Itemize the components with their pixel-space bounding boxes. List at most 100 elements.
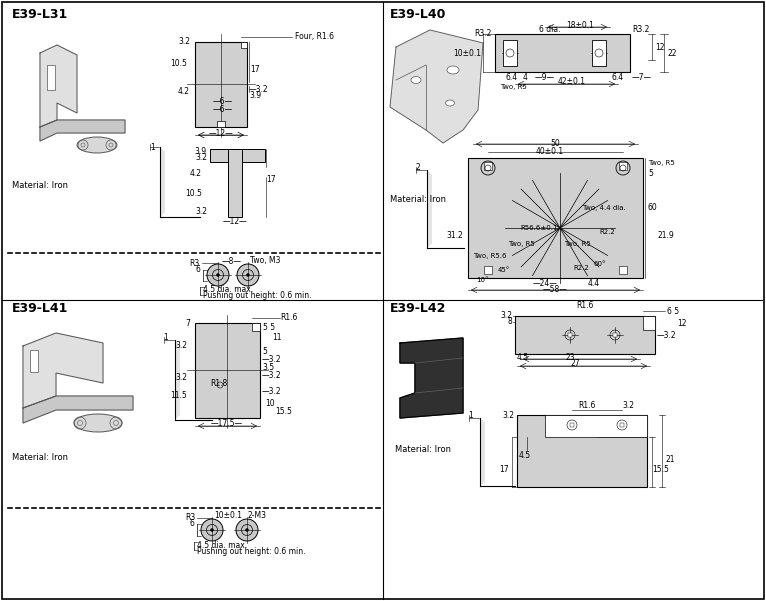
Bar — [570, 423, 574, 427]
Text: 4.5 dia. max.: 4.5 dia. max. — [197, 540, 247, 549]
Polygon shape — [23, 396, 133, 423]
Text: —12—: —12— — [208, 129, 234, 138]
Text: 7: 7 — [185, 319, 190, 328]
Text: 10.5: 10.5 — [185, 189, 202, 198]
Text: Two, R5: Two, R5 — [565, 242, 591, 248]
Text: Material: Iron: Material: Iron — [390, 195, 446, 204]
Bar — [619, 162, 627, 170]
Circle shape — [237, 264, 259, 286]
Text: 6: 6 — [189, 519, 194, 528]
Ellipse shape — [446, 100, 454, 106]
Text: 1: 1 — [163, 334, 168, 343]
Text: 5: 5 — [262, 347, 267, 356]
Text: —58—: —58— — [542, 285, 568, 294]
Text: 3.2: 3.2 — [500, 311, 512, 320]
Bar — [568, 333, 572, 337]
Bar — [517, 415, 647, 487]
Text: 40±0.1: 40±0.1 — [536, 147, 564, 156]
Text: 3.2: 3.2 — [175, 373, 187, 382]
Text: —3.2: —3.2 — [657, 332, 676, 341]
Text: R3.2: R3.2 — [475, 29, 492, 38]
Text: 17: 17 — [250, 66, 260, 75]
Bar — [597, 415, 647, 437]
Text: Two, R5: Two, R5 — [508, 242, 535, 248]
Text: 22: 22 — [668, 49, 677, 58]
Text: Two, 4.4 dia.: Two, 4.4 dia. — [581, 206, 626, 212]
Text: —8—: —8— — [222, 257, 242, 266]
Text: 10°: 10° — [476, 277, 489, 283]
Text: E39-L31: E39-L31 — [12, 7, 68, 20]
Text: E39-L42: E39-L42 — [390, 302, 447, 314]
Text: R1.6: R1.6 — [280, 314, 298, 323]
Text: 18±0.1: 18±0.1 — [566, 20, 594, 29]
Circle shape — [247, 273, 250, 276]
Text: —3.2: —3.2 — [262, 386, 282, 395]
Text: 3.2: 3.2 — [622, 400, 634, 409]
Text: 3.9: 3.9 — [249, 91, 261, 100]
Text: R1.6: R1.6 — [576, 302, 594, 311]
Circle shape — [217, 273, 220, 276]
Polygon shape — [23, 333, 103, 408]
Bar — [241, 42, 247, 48]
Text: 6: 6 — [195, 266, 200, 275]
Text: 6.4: 6.4 — [612, 73, 624, 82]
Text: 4: 4 — [523, 73, 528, 82]
Polygon shape — [390, 30, 483, 143]
Text: —7—: —7— — [632, 73, 652, 82]
Bar — [228, 149, 242, 217]
Ellipse shape — [411, 76, 421, 84]
Text: 4.5: 4.5 — [519, 451, 531, 460]
Text: 50: 50 — [550, 139, 560, 148]
Text: 12: 12 — [655, 43, 664, 52]
Text: R1.8: R1.8 — [210, 379, 228, 388]
Bar — [195, 323, 260, 418]
Bar — [468, 158, 643, 278]
Text: 3.2: 3.2 — [195, 153, 207, 162]
Circle shape — [207, 264, 229, 286]
Text: —6—: —6— — [213, 97, 233, 106]
Text: 3.2: 3.2 — [195, 207, 207, 216]
Text: —3.2: —3.2 — [262, 370, 282, 379]
Text: Pushing out height: 0.6 min.: Pushing out height: 0.6 min. — [197, 546, 306, 555]
Text: 6.4: 6.4 — [505, 73, 517, 82]
Polygon shape — [40, 45, 77, 127]
Text: 15.5: 15.5 — [275, 406, 292, 415]
Text: 31.2: 31.2 — [447, 231, 463, 240]
Bar — [613, 333, 617, 337]
Text: 5: 5 — [648, 168, 653, 177]
Bar — [47, 65, 55, 90]
Text: —9—: —9— — [535, 73, 555, 82]
Bar — [619, 266, 627, 274]
Text: 60°: 60° — [594, 261, 607, 267]
Bar — [503, 40, 517, 66]
Text: 4.2: 4.2 — [190, 169, 202, 178]
Text: R2.2: R2.2 — [573, 266, 589, 272]
Text: 10±0.1: 10±0.1 — [453, 49, 481, 58]
Text: R3.2: R3.2 — [632, 25, 650, 34]
Text: —12—: —12— — [223, 216, 247, 225]
Text: 6 5: 6 5 — [667, 307, 679, 316]
Text: 2: 2 — [415, 163, 420, 172]
Text: 6 dia.: 6 dia. — [539, 25, 561, 34]
Text: Pushing out height: 0.6 min.: Pushing out height: 0.6 min. — [203, 291, 312, 300]
Text: 4.5 dia. max.: 4.5 dia. max. — [203, 285, 253, 294]
Text: 60: 60 — [648, 204, 658, 213]
Bar — [545, 415, 647, 437]
Ellipse shape — [77, 137, 117, 153]
Text: 23: 23 — [565, 353, 574, 361]
Text: 4.5: 4.5 — [517, 353, 529, 361]
Bar — [30, 350, 38, 372]
Text: R3: R3 — [185, 513, 195, 522]
Text: Material: Iron: Material: Iron — [395, 445, 451, 454]
Text: 3.2: 3.2 — [502, 410, 514, 419]
Text: 10.5: 10.5 — [170, 59, 187, 69]
Text: 1: 1 — [468, 412, 473, 421]
Circle shape — [245, 528, 248, 531]
Text: 11.5: 11.5 — [170, 391, 187, 400]
Bar — [643, 316, 655, 330]
Text: R2.2: R2.2 — [599, 230, 615, 236]
Polygon shape — [400, 338, 463, 418]
Text: 8: 8 — [507, 317, 512, 326]
Text: 45°: 45° — [498, 267, 510, 273]
Text: 17: 17 — [499, 466, 509, 475]
